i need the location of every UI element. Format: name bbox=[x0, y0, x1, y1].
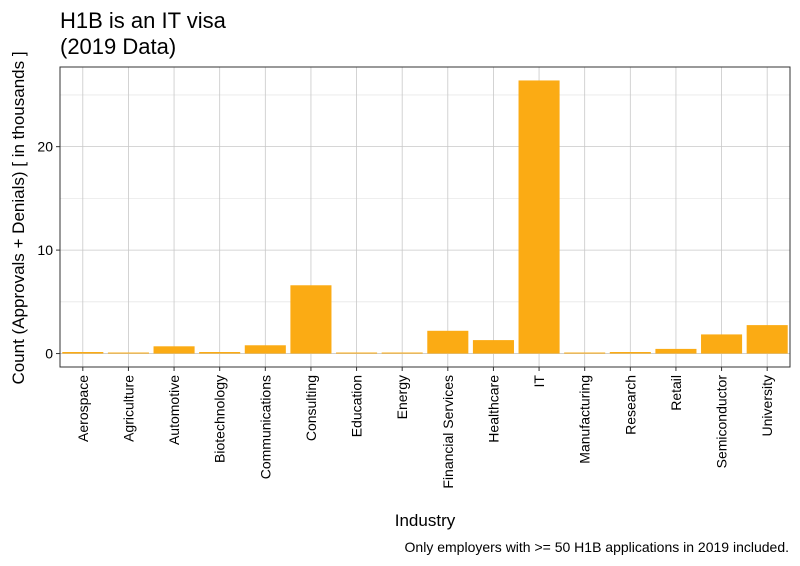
x-tick-label: Biotechnology bbox=[212, 375, 228, 463]
chart-caption: Only employers with >= 50 H1B applicatio… bbox=[404, 539, 789, 555]
x-tick-label: Automotive bbox=[166, 375, 182, 445]
y-axis-ticks: 0 10 20 bbox=[37, 139, 60, 362]
bar-consulting bbox=[290, 285, 332, 354]
x-tick-label: Education bbox=[349, 375, 365, 437]
bars bbox=[62, 80, 788, 354]
bar-energy bbox=[381, 352, 423, 354]
x-tick-label: Retail bbox=[668, 375, 684, 411]
x-tick-label: Healthcare bbox=[485, 375, 501, 443]
bar-manufacturing bbox=[564, 352, 606, 354]
chart-title-line-2: (2019 Data) bbox=[60, 34, 177, 59]
x-tick-label: Energy bbox=[394, 375, 410, 419]
bar-financial-services bbox=[427, 330, 469, 354]
chart-title: H1B is an IT visa (2019 Data) bbox=[60, 8, 226, 60]
x-tick-label: University bbox=[759, 375, 775, 436]
y-tick-label: 20 bbox=[37, 139, 53, 155]
bar-agriculture bbox=[107, 352, 149, 354]
x-tick-label: Financial Services bbox=[440, 375, 456, 489]
bar-automotive bbox=[153, 346, 195, 354]
x-tick-label: Manufacturing bbox=[577, 375, 593, 464]
bar-retail bbox=[655, 348, 697, 354]
grid-lines bbox=[60, 67, 790, 367]
bar-healthcare bbox=[472, 340, 514, 354]
x-axis-label: Industry bbox=[394, 511, 456, 530]
x-tick-label: IT bbox=[531, 375, 547, 388]
plot-panel-border bbox=[59, 66, 791, 368]
bar-it bbox=[518, 80, 560, 354]
x-tick-label: Consulting bbox=[303, 375, 319, 441]
bar-education bbox=[336, 352, 378, 354]
bar-biotechnology bbox=[199, 352, 241, 354]
x-tick-label: Semiconductor bbox=[714, 375, 730, 469]
y-tick-label: 10 bbox=[37, 242, 53, 258]
bar-communications bbox=[244, 345, 286, 354]
x-axis-ticks: Aerospace Agriculture Automotive Biotechnol… bbox=[75, 367, 775, 489]
x-tick-label: Communications bbox=[257, 375, 273, 479]
x-tick-label: Agriculture bbox=[120, 375, 136, 442]
chart-title-line-1: H1B is an IT visa bbox=[60, 8, 226, 33]
bar-semiconductor bbox=[701, 334, 743, 354]
bar-university bbox=[746, 325, 788, 354]
y-tick-label: 0 bbox=[45, 346, 53, 362]
bar-aerospace bbox=[62, 352, 104, 354]
bar-research bbox=[609, 352, 651, 354]
x-tick-label: Research bbox=[622, 375, 638, 435]
x-tick-label: Aerospace bbox=[75, 375, 91, 442]
